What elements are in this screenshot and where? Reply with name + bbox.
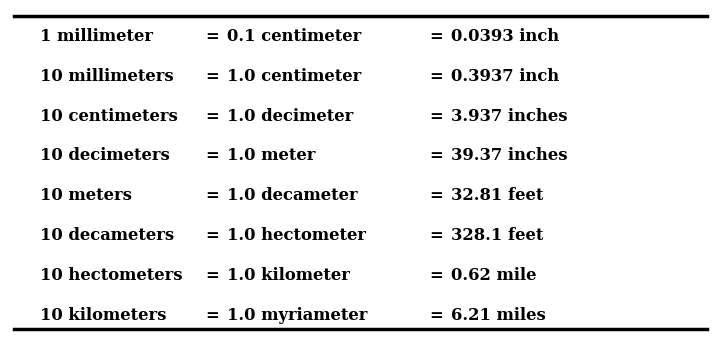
Text: 32.81 feet: 32.81 feet bbox=[451, 187, 543, 204]
Text: =: = bbox=[205, 68, 219, 85]
Text: 1.0 decameter: 1.0 decameter bbox=[227, 187, 358, 204]
Text: =: = bbox=[205, 267, 219, 284]
Text: 0.1 centimeter: 0.1 centimeter bbox=[227, 28, 361, 45]
Text: =: = bbox=[429, 227, 443, 244]
Text: =: = bbox=[429, 187, 443, 204]
Text: 10 decameters: 10 decameters bbox=[40, 227, 174, 244]
Text: =: = bbox=[205, 108, 219, 125]
Text: =: = bbox=[429, 108, 443, 125]
Text: 328.1 feet: 328.1 feet bbox=[451, 227, 543, 244]
Text: 1.0 hectometer: 1.0 hectometer bbox=[227, 227, 366, 244]
Text: 0.0393 inch: 0.0393 inch bbox=[451, 28, 559, 45]
Text: 10 decimeters: 10 decimeters bbox=[40, 148, 169, 165]
Text: 3.937 inches: 3.937 inches bbox=[451, 108, 567, 125]
Text: =: = bbox=[205, 28, 219, 45]
Text: 10 centimeters: 10 centimeters bbox=[40, 108, 177, 125]
Text: 1.0 kilometer: 1.0 kilometer bbox=[227, 267, 350, 284]
Text: 1 millimeter: 1 millimeter bbox=[40, 28, 153, 45]
Text: 10 millimeters: 10 millimeters bbox=[40, 68, 173, 85]
Text: =: = bbox=[205, 187, 219, 204]
Text: =: = bbox=[429, 28, 443, 45]
Text: =: = bbox=[205, 148, 219, 165]
Text: =: = bbox=[205, 307, 219, 324]
Text: =: = bbox=[205, 227, 219, 244]
Text: 0.62 mile: 0.62 mile bbox=[451, 267, 536, 284]
Text: 10 kilometers: 10 kilometers bbox=[40, 307, 166, 324]
Text: 10 hectometers: 10 hectometers bbox=[40, 267, 182, 284]
Text: =: = bbox=[429, 267, 443, 284]
Text: =: = bbox=[429, 307, 443, 324]
Text: 1.0 meter: 1.0 meter bbox=[227, 148, 316, 165]
Text: 39.37 inches: 39.37 inches bbox=[451, 148, 567, 165]
Text: =: = bbox=[429, 148, 443, 165]
Text: 0.3937 inch: 0.3937 inch bbox=[451, 68, 559, 85]
Text: 1.0 decimeter: 1.0 decimeter bbox=[227, 108, 353, 125]
Text: =: = bbox=[429, 68, 443, 85]
Text: 1.0 myriameter: 1.0 myriameter bbox=[227, 307, 368, 324]
Text: 10 meters: 10 meters bbox=[40, 187, 131, 204]
Text: 1.0 centimeter: 1.0 centimeter bbox=[227, 68, 361, 85]
Text: 6.21 miles: 6.21 miles bbox=[451, 307, 545, 324]
